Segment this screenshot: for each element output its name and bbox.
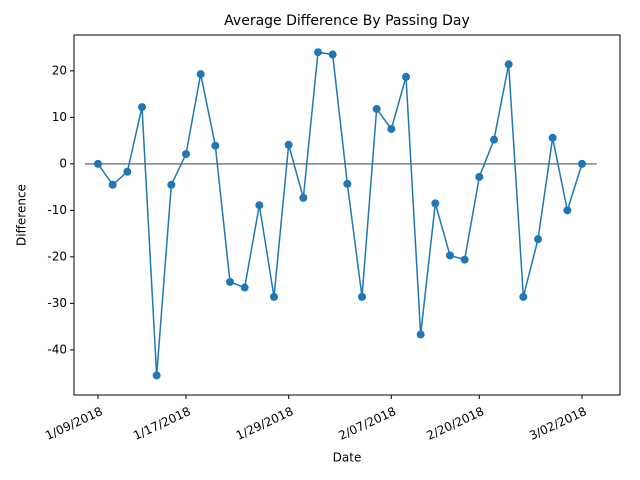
data-point bbox=[358, 292, 366, 301]
plot-frame bbox=[73, 34, 621, 396]
y-tick-label: -30 bbox=[47, 296, 67, 310]
data-point bbox=[475, 172, 484, 181]
data-point bbox=[548, 133, 557, 142]
data-point bbox=[563, 206, 572, 215]
data-point bbox=[402, 72, 410, 81]
data-point bbox=[211, 141, 220, 150]
data-point bbox=[270, 292, 278, 301]
data-point bbox=[314, 48, 322, 57]
data-point bbox=[578, 159, 586, 168]
data-point bbox=[343, 179, 352, 188]
y-tick-label: 0 bbox=[59, 156, 67, 170]
data-point bbox=[182, 150, 190, 159]
data-point bbox=[94, 159, 102, 168]
x-axis-label: Date bbox=[333, 451, 362, 465]
x-tick-label: 2/07/2018 bbox=[336, 404, 398, 443]
y-tick-label: 10 bbox=[52, 110, 67, 124]
data-point bbox=[519, 292, 528, 301]
data-point bbox=[255, 201, 264, 210]
data-point bbox=[138, 103, 146, 112]
data-point bbox=[226, 277, 234, 286]
data-point bbox=[504, 60, 513, 69]
y-tick-label: -10 bbox=[47, 203, 67, 217]
data-point bbox=[431, 199, 440, 208]
y-tick-label: -20 bbox=[47, 249, 67, 263]
data-line bbox=[97, 51, 583, 376]
y-tick-label: -40 bbox=[47, 342, 67, 356]
data-point bbox=[446, 251, 454, 260]
x-tick-label: 3/02/2018 bbox=[527, 404, 589, 443]
data-point bbox=[240, 283, 249, 292]
data-point bbox=[196, 70, 205, 79]
y-axis-label: Difference bbox=[15, 184, 29, 246]
y-tick-label: 20 bbox=[52, 63, 67, 77]
data-point bbox=[534, 235, 542, 244]
data-point bbox=[328, 50, 337, 59]
data-point bbox=[167, 180, 176, 189]
data-point bbox=[387, 124, 396, 133]
data-point bbox=[460, 255, 469, 264]
x-tick-label: 1/29/2018 bbox=[234, 404, 296, 443]
x-tick-label: 2/20/2018 bbox=[424, 404, 486, 443]
data-point bbox=[108, 180, 117, 189]
data-point bbox=[152, 371, 161, 380]
data-point bbox=[284, 140, 293, 149]
data-point bbox=[372, 104, 381, 113]
x-tick-label: 1/09/2018 bbox=[43, 404, 105, 443]
data-point bbox=[490, 135, 498, 144]
data-point bbox=[299, 193, 308, 202]
x-tick-label: 1/17/2018 bbox=[131, 404, 193, 443]
data-point bbox=[123, 167, 132, 176]
chart-title: Average Difference By Passing Day bbox=[224, 13, 470, 29]
data-point bbox=[416, 330, 425, 339]
